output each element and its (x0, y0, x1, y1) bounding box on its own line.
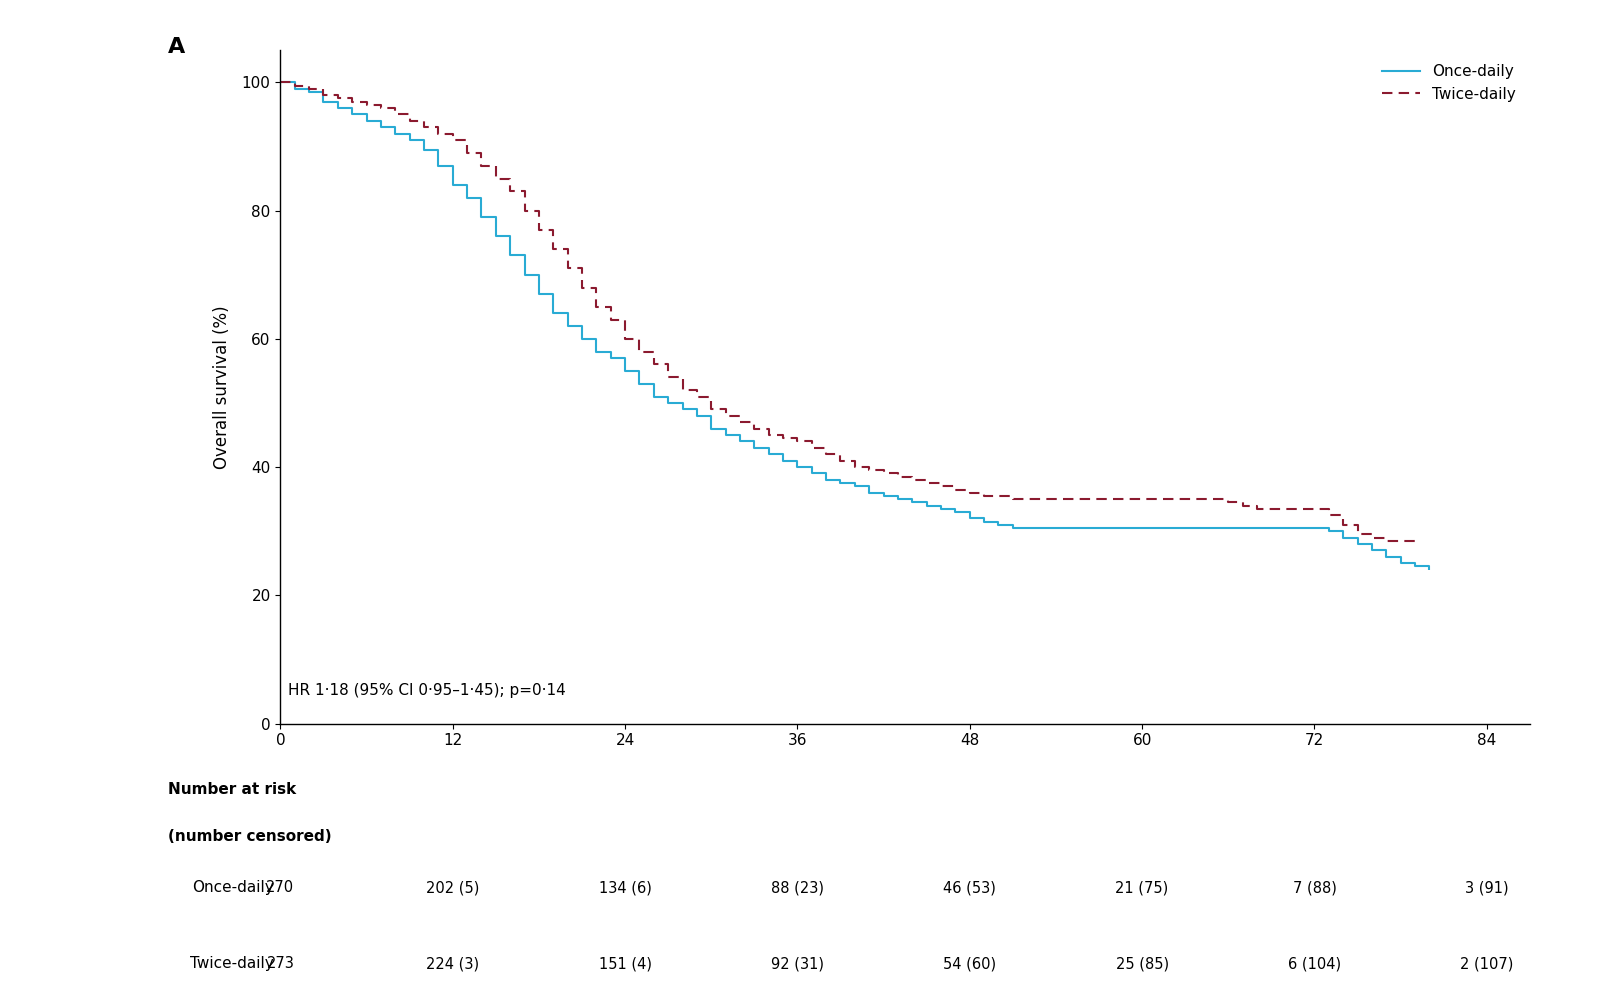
Text: 224 (3): 224 (3) (426, 956, 479, 971)
Text: 134 (6): 134 (6) (599, 880, 652, 895)
Text: Twice-daily: Twice-daily (191, 956, 274, 971)
Text: Once-daily: Once-daily (192, 880, 274, 895)
Text: 270: 270 (266, 880, 295, 895)
Text: 151 (4): 151 (4) (599, 956, 652, 971)
Text: Number at risk: Number at risk (168, 783, 296, 798)
Text: 3 (91): 3 (91) (1464, 880, 1509, 895)
Text: (number censored): (number censored) (168, 828, 332, 843)
Text: 92 (31): 92 (31) (771, 956, 823, 971)
Text: HR 1·18 (95% CI 0·95–1·45); p=0·14: HR 1·18 (95% CI 0·95–1·45); p=0·14 (287, 683, 566, 697)
Text: 273: 273 (266, 956, 295, 971)
Text: 202 (5): 202 (5) (426, 880, 479, 895)
Text: 25 (85): 25 (85) (1115, 956, 1169, 971)
Text: 7 (88): 7 (88) (1293, 880, 1336, 895)
Text: 21 (75): 21 (75) (1115, 880, 1169, 895)
Text: A: A (168, 37, 186, 57)
Text: 6 (104): 6 (104) (1288, 956, 1341, 971)
Y-axis label: Overall survival (%): Overall survival (%) (213, 306, 231, 468)
Text: 2 (107): 2 (107) (1459, 956, 1514, 971)
Text: 88 (23): 88 (23) (771, 880, 823, 895)
Text: 54 (60): 54 (60) (944, 956, 996, 971)
Text: 46 (53): 46 (53) (944, 880, 996, 895)
Legend: Once-daily, Twice-daily: Once-daily, Twice-daily (1376, 58, 1522, 108)
